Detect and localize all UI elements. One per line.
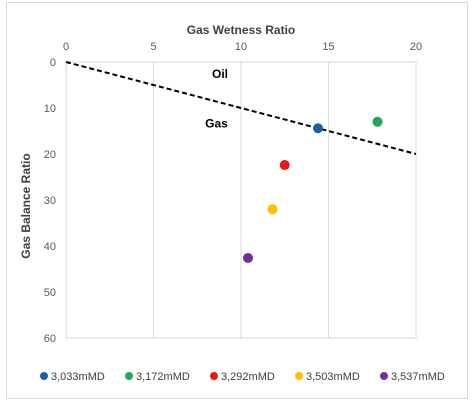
legend-label: 3,033mMD [51, 371, 105, 383]
data-points [243, 116, 383, 263]
legend: 3,033mMD 3,172mMD 3,292mMD 3,503mMD 3,537mMD [40, 371, 445, 383]
data-point [279, 160, 290, 171]
data-point [313, 123, 323, 134]
oil-gas-boundary-line [65, 61, 417, 155]
x-tick-label: 20 [410, 41, 422, 53]
y-tick-label: 50 [44, 287, 56, 299]
legend-marker [210, 372, 218, 380]
y-tick-label: 10 [44, 103, 56, 115]
y-tick-label: 40 [44, 241, 56, 253]
region-label-oil: Oil [212, 67, 228, 81]
chart-frame [6, 2, 468, 399]
legend-marker [125, 372, 133, 380]
region-labels: Oil Gas [205, 67, 228, 130]
x-tick-labels: 0 5 10 15 20 [63, 41, 422, 53]
y-tick-label: 0 [50, 57, 56, 69]
y-axis-title: Gas Balance Ratio [19, 153, 33, 258]
data-point [372, 116, 383, 127]
grid-lines [65, 62, 417, 338]
legend-label: 3,292mMD [221, 371, 275, 383]
y-tick-label: 20 [44, 149, 56, 161]
legend-label: 3,503mMD [306, 371, 360, 383]
data-point [243, 252, 253, 263]
y-tick-labels: 0 10 20 30 40 50 60 [44, 57, 56, 345]
x-tick-label: 0 [63, 41, 69, 53]
legend-marker [380, 372, 388, 380]
y-tick-label: 30 [44, 195, 56, 207]
legend-marker [295, 372, 303, 380]
x-tick-label: 15 [322, 41, 334, 53]
data-point [267, 204, 278, 215]
legend-label: 3,172mMD [136, 371, 190, 383]
x-tick-label: 10 [235, 41, 247, 53]
region-label-gas: Gas [205, 116, 228, 130]
y-tick-label: 60 [44, 333, 56, 345]
legend-label: 3,537mMD [391, 371, 445, 383]
x-axis-title: Gas Wetness Ratio [187, 23, 295, 37]
plot-area-border [65, 61, 417, 339]
x-tick-label: 5 [150, 41, 156, 53]
legend-marker [40, 372, 48, 380]
